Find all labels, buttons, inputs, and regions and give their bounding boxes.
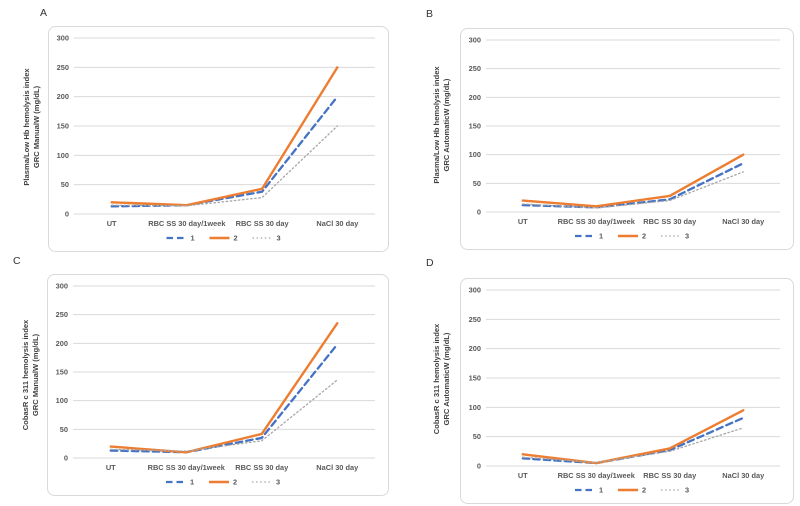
y-tick-label: 50 — [473, 179, 481, 188]
series-line-1 — [110, 95, 339, 208]
y-tick-label: 250 — [469, 64, 481, 73]
y-axis-title-line1: Plasma/Low Hb hemolysis index — [22, 68, 31, 186]
x-category-label: UT — [518, 217, 528, 226]
y-tick-label: 150 — [56, 368, 68, 377]
y-tick-label: 250 — [57, 63, 69, 72]
line-chart-svg-c: 0 50 100 150 200 250 300 UT RBC SS 30 day/1week R… — [47, 274, 389, 496]
y-tick-label: 250 — [56, 310, 68, 319]
y-tick-label: 250 — [469, 315, 481, 324]
y-tick-label: 200 — [469, 344, 481, 353]
line-chart-svg-a: 0 50 100 150 200 250 300 UT RBC SS 30 day/1week R… — [48, 26, 389, 252]
legend-label-1: 1 — [599, 486, 603, 495]
legend-label-3: 3 — [685, 486, 689, 495]
y-axis-title-line2: GRC AutomaticW (mg/dL) — [442, 332, 452, 426]
chart-panel-d: 0 50 100 150 200 250 300 UT RBC SS 30 day/1week R… — [460, 278, 794, 506]
legend-label-3: 3 — [685, 232, 689, 241]
y-tick-label: 300 — [469, 286, 481, 295]
chart-frame — [48, 26, 389, 252]
series-line-2 — [521, 153, 745, 208]
legend-label-2: 2 — [234, 234, 238, 243]
line-chart-svg-b: 0 50 100 150 200 250 300 UT RBC SS 30 day/1week R… — [460, 28, 794, 250]
series-line-3 — [522, 427, 744, 464]
y-tick-label: 100 — [56, 396, 68, 405]
panel-letter-d: D — [426, 257, 434, 269]
y-tick-label: 100 — [469, 403, 481, 412]
x-category-label: UT — [106, 463, 116, 472]
x-category-label: RBC SS 30 day — [643, 471, 697, 480]
y-tick-label: 100 — [57, 151, 69, 160]
x-category-label: RBC SS 30 day/1week — [558, 471, 636, 480]
y-tick-label: 0 — [64, 454, 68, 463]
y-axis-title-line1: Plasma/Low Hb hemolysis index — [432, 66, 441, 184]
chart-panel-a: 0 50 100 150 200 250 300 UT RBC SS 30 day/1week R… — [48, 26, 389, 257]
legend-label-2: 2 — [642, 232, 646, 241]
y-tick-label: 50 — [60, 425, 68, 434]
x-category-label: RBC SS 30 day — [236, 219, 290, 228]
panel-letter-b: B — [426, 8, 434, 20]
y-tick-label: 50 — [61, 180, 69, 189]
y-tick-label: 0 — [65, 210, 69, 219]
legend-label-1: 1 — [190, 478, 194, 487]
series-line-3 — [110, 125, 339, 207]
chart-frame — [460, 278, 794, 504]
x-category-label: RBC SS 30 day/1week — [148, 219, 226, 228]
y-tick-label: 200 — [56, 339, 68, 348]
y-tick-label: 0 — [477, 462, 481, 471]
y-tick-label: 200 — [469, 93, 481, 102]
x-category-label: RBC SS 30 day — [235, 463, 289, 472]
chart-panel-c: 0 50 100 150 200 250 300 UT RBC SS 30 day/1week R… — [47, 274, 389, 501]
chart-frame — [460, 28, 794, 250]
y-tick-label: 150 — [57, 122, 69, 131]
legend-label-1: 1 — [191, 234, 195, 243]
x-category-label: RBC SS 30 day/1week — [558, 217, 636, 226]
y-axis-title-panel-d: CobasR c 311 hemolysis index GRC Automat… — [432, 279, 454, 479]
y-tick-label: 150 — [469, 374, 481, 383]
legend-label-3: 3 — [277, 234, 281, 243]
series-line-2 — [110, 66, 339, 207]
y-axis-title-line2: GRC AutomaticW (mg/dL) — [442, 78, 452, 172]
y-tick-label: 150 — [469, 122, 481, 131]
chart-frame — [47, 274, 389, 496]
y-tick-label: 50 — [473, 432, 481, 441]
y-tick-label: 300 — [469, 36, 481, 45]
x-category-label: UT — [107, 219, 117, 228]
legend-label-2: 2 — [233, 478, 237, 487]
y-axis-title-line1: CobasR c 311 hemolysis index — [21, 319, 30, 431]
series-line-3 — [110, 379, 338, 452]
x-category-label: NaCl 30 day — [722, 217, 765, 226]
y-axis-title-panel-b: Plasma/Low Hb hemolysis index GRC Automa… — [432, 25, 454, 225]
y-axis-title-line2: GRC ManualW (mg/dL) — [32, 85, 42, 169]
y-tick-label: 100 — [469, 150, 481, 159]
legend-label-2: 2 — [642, 486, 646, 495]
x-category-label: RBC SS 30 day/1week — [148, 463, 226, 472]
y-axis-title-line1: CobasR c 311 hemolysis index — [432, 323, 441, 435]
panel-letter-c: C — [13, 255, 21, 267]
y-axis-title-panel-a: Plasma/Low Hb hemolysis index GRC Manual… — [22, 27, 44, 227]
x-category-label: NaCl 30 day — [722, 471, 765, 480]
x-category-label: NaCl 30 day — [316, 219, 359, 228]
series-line-1 — [109, 343, 339, 454]
y-tick-label: 200 — [57, 92, 69, 101]
legend-label-1: 1 — [599, 232, 603, 241]
x-category-label: NaCl 30 day — [316, 463, 359, 472]
x-category-label: RBC SS 30 day — [643, 217, 697, 226]
series-line-2 — [109, 322, 339, 454]
line-chart-svg-d: 0 50 100 150 200 250 300 UT RBC SS 30 day/1week R… — [460, 278, 794, 504]
y-tick-label: 0 — [477, 208, 481, 217]
y-tick-label: 300 — [56, 282, 68, 291]
y-tick-label: 300 — [57, 34, 69, 43]
y-axis-title-line2: GRC ManualW (mg/dL) — [31, 333, 41, 417]
series-line-3 — [522, 171, 744, 209]
series-line-2 — [521, 409, 745, 465]
x-category-label: UT — [518, 471, 528, 480]
chart-panel-b: 0 50 100 150 200 250 300 UT RBC SS 30 day/1week R… — [460, 28, 794, 255]
panel-letter-a: A — [40, 7, 48, 19]
y-axis-title-panel-c: CobasR c 311 hemolysis index GRC ManualW… — [21, 275, 43, 475]
legend-label-3: 3 — [276, 478, 280, 487]
